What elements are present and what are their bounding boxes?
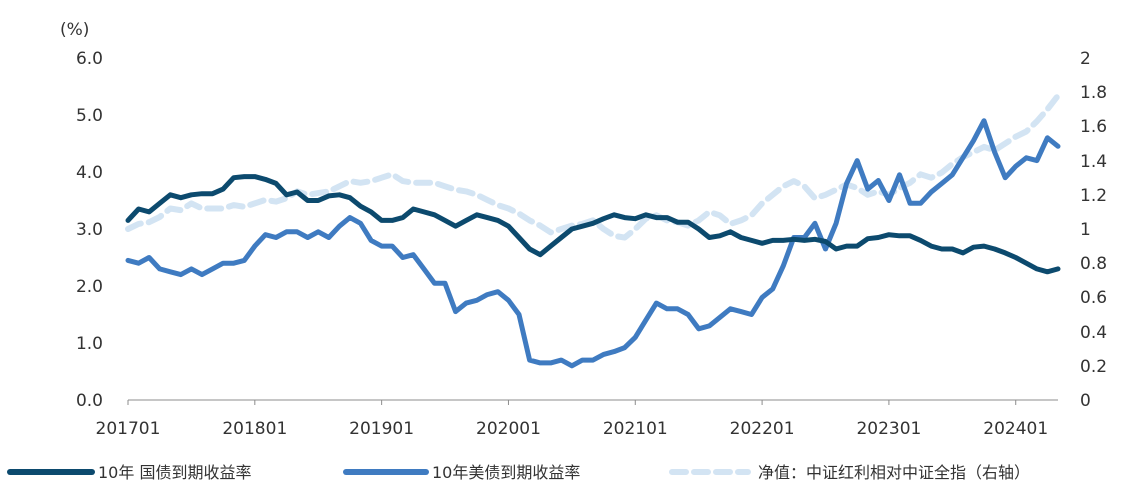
y-left-tick: 0.0 <box>76 391 103 411</box>
legend-label-us10y: 10年美债到期收益率 <box>432 463 580 482</box>
y-left-tick: 2.0 <box>76 277 103 297</box>
y-right-tick: 2 <box>1080 49 1091 69</box>
legend-label-cn10y: 10年 国债到期收益率 <box>98 463 251 482</box>
y-left-tick: 3.0 <box>76 220 103 240</box>
y-right-tick: 0.2 <box>1080 357 1107 377</box>
x-axis-tick-label: 202001 <box>476 419 541 439</box>
x-axis-ticks: 201701 201801 201901 202001 202101 202201 2023… <box>96 400 1048 439</box>
y-left-unit-label: (%) <box>60 20 89 40</box>
series-line-us10y <box>125 118 1061 369</box>
series-line-dividend-nav <box>125 92 1061 241</box>
y-left-tick: 5.0 <box>76 106 103 126</box>
y-right-tick: 0.8 <box>1080 254 1107 274</box>
y-right-tick: 0.4 <box>1080 323 1107 343</box>
y-right-ticks: 2 1.8 1.6 1.4 1.2 1 0.8 0.6 0.4 0.2 0 <box>1080 49 1107 411</box>
x-axis-tick-label: 201701 <box>96 419 161 439</box>
y-left-ticks: 6.0 5.0 4.0 3.0 2.0 1.0 0.0 <box>76 49 103 411</box>
x-axis-tick-label: 202201 <box>730 419 795 439</box>
series-line-cn10y <box>125 174 1061 275</box>
x-axis-tick-label: 201901 <box>349 419 414 439</box>
y-left-tick: 6.0 <box>76 49 103 69</box>
x-axis-tick-label: 202401 <box>983 419 1048 439</box>
y-right-tick: 0 <box>1080 391 1091 411</box>
series-layer <box>125 92 1061 369</box>
y-right-tick: 1.2 <box>1080 186 1107 206</box>
legend: 10年 国债到期收益率 10年美债到期收益率 净值：中证红利相对中证全指（右轴） <box>7 463 1030 482</box>
x-axis-tick-label: 202101 <box>603 419 668 439</box>
legend-label-dividend-nav: 净值：中证红利相对中证全指（右轴） <box>758 463 1030 482</box>
y-left-tick: 1.0 <box>76 334 103 354</box>
y-right-tick: 1 <box>1080 220 1091 240</box>
x-axis-tick-label: 202301 <box>856 419 921 439</box>
y-right-tick: 1.8 <box>1080 83 1107 103</box>
y-left-tick: 4.0 <box>76 163 103 183</box>
y-right-tick: 1.4 <box>1080 152 1107 172</box>
y-right-tick: 1.6 <box>1080 117 1107 137</box>
x-axis-tick-label: 201801 <box>222 419 287 439</box>
y-right-tick: 0.6 <box>1080 288 1107 308</box>
